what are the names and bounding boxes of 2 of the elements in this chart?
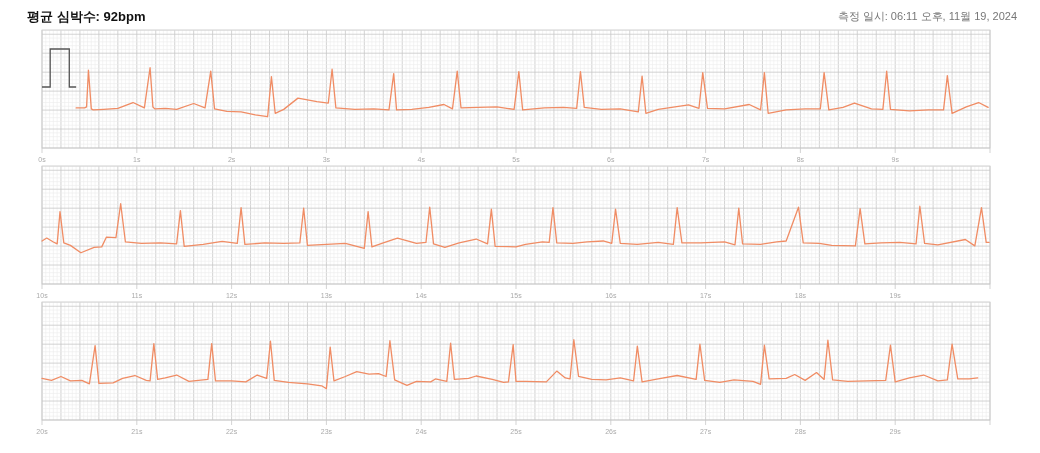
subtitle: 측정 일시: 06:11 오후, 11월 19, 2024 xyxy=(837,10,1017,22)
title: 평균 심박수: 92bpm xyxy=(27,9,146,24)
